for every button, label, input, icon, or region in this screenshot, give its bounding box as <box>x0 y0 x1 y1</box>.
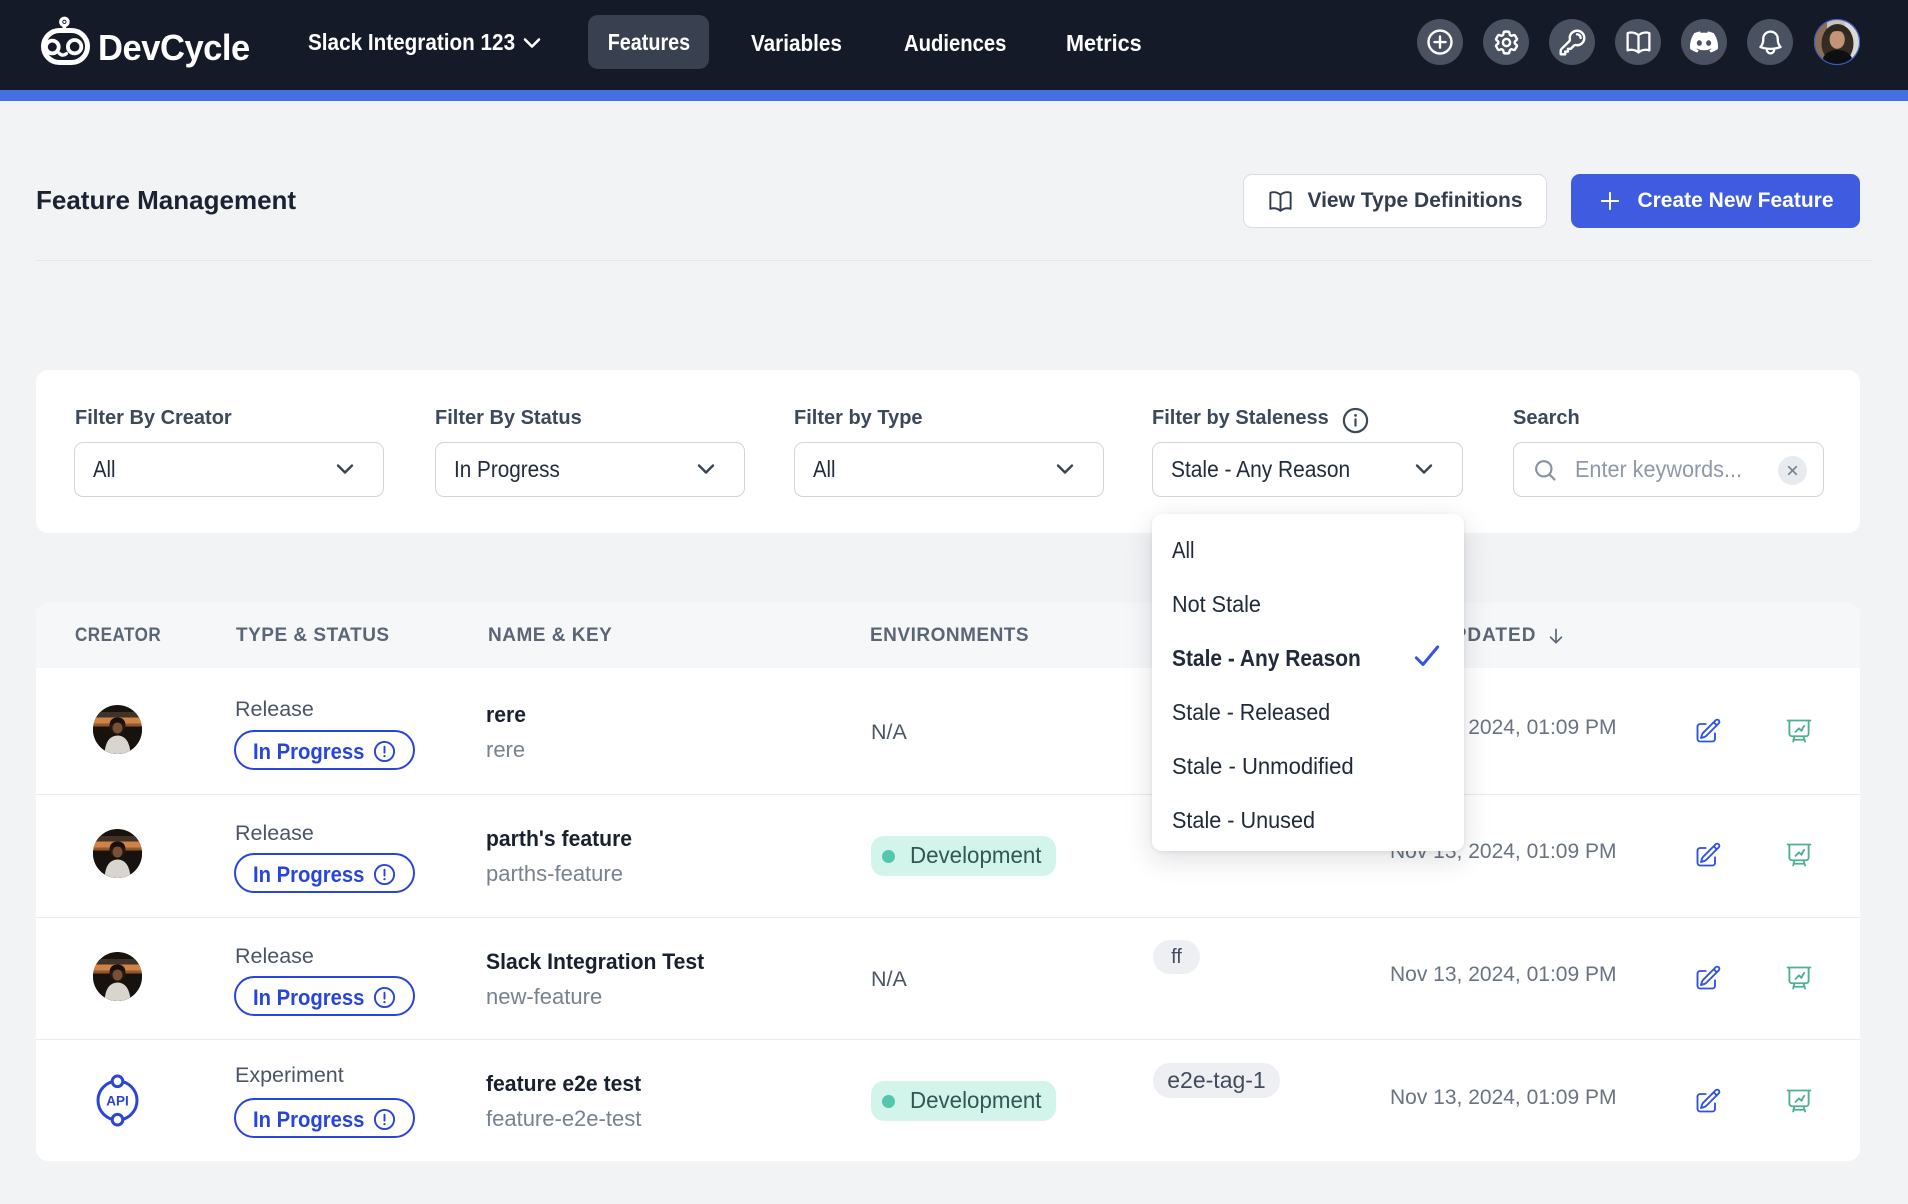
svg-text:API: API <box>106 1094 129 1109</box>
